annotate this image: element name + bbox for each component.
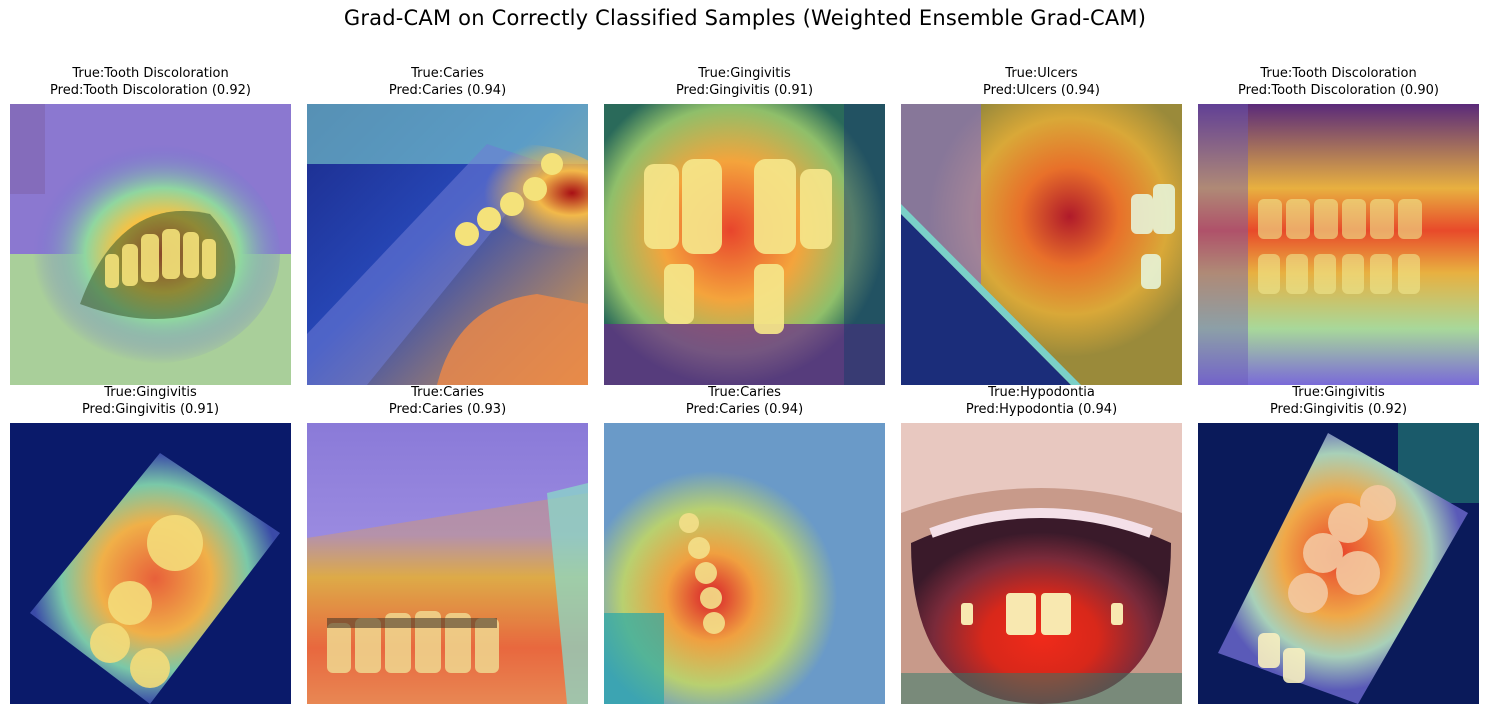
figure-title: Grad-CAM on Correctly Classified Samples… (343, 6, 1147, 30)
true-label: True:Gingivitis (698, 66, 791, 81)
pred-label: Pred:Gingivitis (0.92) (1269, 401, 1408, 417)
pred-label: Pred:Gingivitis (0.91) (81, 401, 220, 417)
sample-caption: True:Gingivitis Pred:Gingivitis (0.92) (1178, 385, 1490, 418)
pred-label: Pred:Caries (0.94) (685, 401, 804, 417)
sample-caption: True:Hypodontia Pred:Hypodontia (0.94) (881, 385, 1202, 418)
sample-caption: True:Tooth Discoloration Pred:Tooth Disc… (0, 66, 311, 99)
sample-caption: True:Ulcers Pred:Ulcers (0.94) (881, 66, 1202, 99)
true-label: True:Caries (708, 385, 781, 400)
pred-label: Pred:Hypodontia (0.94) (965, 401, 1118, 417)
sample-caption: True:Gingivitis Pred:Gingivitis (0.91) (584, 66, 905, 99)
pred-label: Pred:Caries (0.93) (388, 401, 507, 417)
gradcam-image (10, 104, 291, 385)
pred-label: Pred:Caries (0.94) (388, 82, 507, 98)
pred-label: Pred:Gingivitis (0.91) (675, 82, 814, 98)
pred-label: Pred:Tooth Discoloration (0.90) (1238, 82, 1439, 98)
gradcam-image (901, 423, 1182, 704)
true-label: True:Tooth Discoloration (1260, 66, 1417, 81)
sample-caption: True:Gingivitis Pred:Gingivitis (0.91) (0, 385, 311, 418)
true-label: True:Caries (411, 66, 484, 81)
true-label: True:Caries (411, 385, 484, 400)
pred-label: Pred:Ulcers (0.94) (983, 82, 1100, 98)
gradcam-image (10, 423, 291, 704)
true-label: True:Gingivitis (1292, 385, 1385, 400)
true-label: True:Ulcers (1005, 66, 1078, 81)
pred-label: Pred:Tooth Discoloration (0.92) (50, 82, 251, 98)
gradcam-image (1198, 104, 1479, 385)
sample-caption: True:Caries Pred:Caries (0.94) (287, 66, 608, 99)
sample-caption: True:Caries Pred:Caries (0.94) (584, 385, 905, 418)
true-label: True:Gingivitis (104, 385, 197, 400)
gradcam-image (307, 104, 588, 385)
sample-caption: True:Tooth Discoloration Pred:Tooth Disc… (1178, 66, 1490, 99)
gradcam-image (604, 423, 885, 704)
gradcam-image (604, 104, 885, 385)
gradcam-image (307, 423, 588, 704)
true-label: True:Hypodontia (988, 385, 1095, 400)
sample-caption: True:Caries Pred:Caries (0.93) (287, 385, 608, 418)
true-label: True:Tooth Discoloration (72, 66, 229, 81)
gradcam-image (901, 104, 1182, 385)
gradcam-image (1198, 423, 1479, 704)
